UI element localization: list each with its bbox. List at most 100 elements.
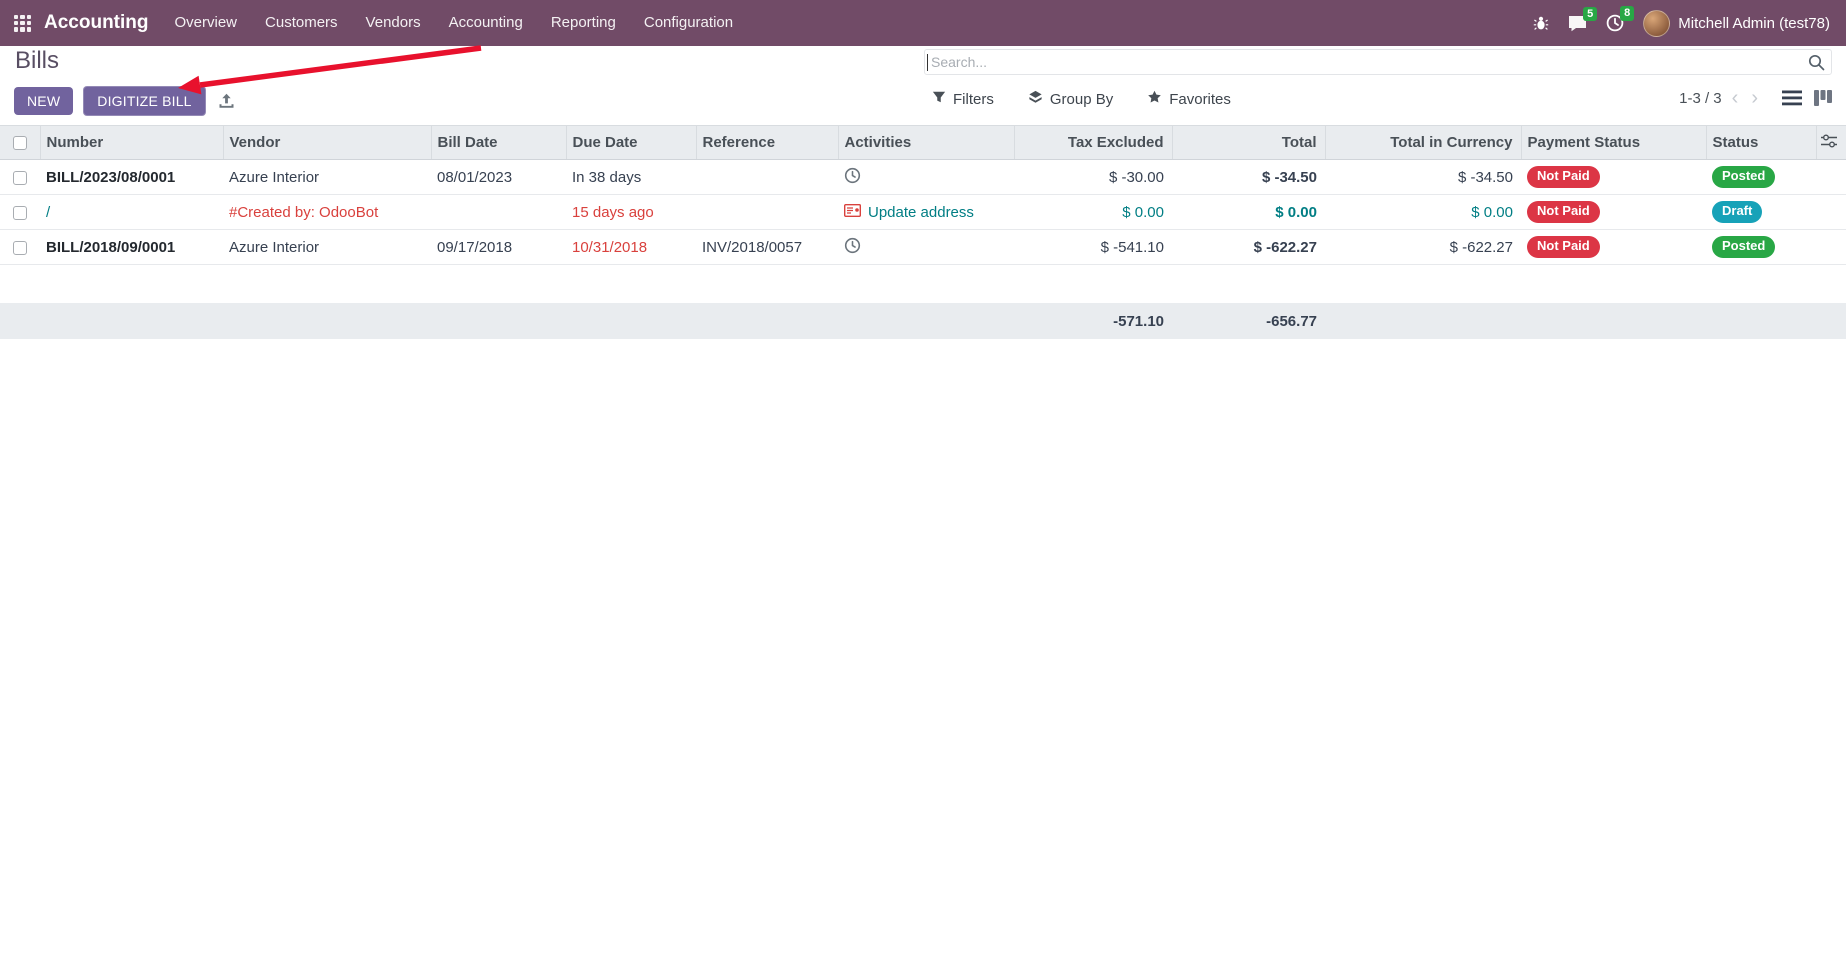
column-header-total[interactable]: Total: [1172, 125, 1326, 160]
cell-due-date: In 38 days: [566, 159, 696, 195]
header-select-all-cell: [0, 125, 41, 160]
cell-bill-date: 09/17/2018: [431, 229, 566, 265]
column-header-bill-date[interactable]: Bill Date: [431, 125, 567, 160]
main-menu: Overview Customers Vendors Accounting Re…: [161, 0, 748, 46]
cell-vendor: Azure Interior: [223, 229, 431, 265]
layers-icon: [1028, 90, 1043, 108]
menu-item-overview[interactable]: Overview: [174, 14, 238, 31]
cell-number: BILL/2018/09/0001: [40, 229, 223, 265]
menu-item-configuration[interactable]: Configuration: [643, 14, 734, 31]
messages-icon[interactable]: 5: [1568, 6, 1598, 32]
cell-activities: Update address: [838, 194, 1014, 230]
address-card-icon[interactable]: [843, 203, 862, 221]
page-title: Bills: [15, 47, 60, 74]
optional-columns-icon[interactable]: [1820, 134, 1837, 152]
kanban-view-button[interactable]: [1814, 90, 1832, 106]
menu-item-vendors[interactable]: Vendors: [365, 14, 421, 31]
menu-item-customers[interactable]: Customers: [265, 14, 338, 31]
upload-icon[interactable]: [216, 91, 237, 111]
cell-reference: [696, 159, 838, 195]
search-box: [924, 49, 1832, 75]
search-input[interactable]: [925, 54, 1831, 70]
cell-tax-excluded: $ -541.10: [1014, 229, 1172, 265]
menu-item-accounting[interactable]: Accounting: [448, 14, 523, 31]
activities-badge: 8: [1620, 6, 1635, 21]
activity-clock-icon[interactable]: [844, 237, 861, 258]
cell-total: $ 0.00: [1172, 194, 1325, 230]
totals-row: -571.10 -656.77: [0, 303, 1846, 339]
cell-vendor: #Created by: OdooBot: [223, 194, 431, 230]
view-switcher: [1782, 90, 1832, 106]
user-avatar: [1643, 9, 1671, 37]
row-checkbox[interactable]: [13, 240, 27, 255]
column-header-total-in-currency[interactable]: Total in Currency: [1325, 125, 1522, 160]
total-tax-excluded: -571.10: [1014, 303, 1172, 339]
cell-bill-date: 08/01/2023: [431, 159, 566, 195]
total-amount: -656.77: [1172, 303, 1325, 339]
pager-next-icon[interactable]: ›: [1751, 87, 1758, 109]
cell-status: Posted: [1706, 159, 1816, 195]
cell-payment-status: Not Paid: [1521, 229, 1706, 265]
column-header-activities[interactable]: Activities: [838, 125, 1015, 160]
cell-payment-status: Not Paid: [1521, 159, 1706, 195]
navbar-left: Accounting Overview Customers Vendors Ac…: [14, 0, 747, 46]
bug-icon[interactable]: [1533, 15, 1549, 31]
favorites-button[interactable]: Favorites: [1147, 90, 1231, 108]
cell-tax-excluded: $ 0.00: [1014, 194, 1172, 230]
cell-total: $ -34.50: [1172, 159, 1325, 195]
row-checkbox-cell: [0, 159, 40, 195]
control-panel: Bills NEW DIGITIZE BILL Filters: [0, 46, 1846, 125]
column-header-reference[interactable]: Reference: [696, 125, 839, 160]
payment-status-badge: Not Paid: [1527, 201, 1600, 223]
cell-reference: INV/2018/0057: [696, 229, 838, 265]
column-header-payment-status[interactable]: Payment Status: [1521, 125, 1707, 160]
cell-reference: [696, 194, 838, 230]
row-checkbox[interactable]: [13, 205, 27, 220]
row-checkbox[interactable]: [13, 170, 27, 185]
row-checkbox-cell: [0, 194, 40, 230]
cell-number: BILL/2023/08/0001: [40, 159, 223, 195]
group-by-button[interactable]: Group By: [1028, 90, 1113, 108]
cell-total-in-currency: $ -622.27: [1325, 229, 1521, 265]
optional-columns-cell: [1816, 125, 1846, 160]
status-badge: Posted: [1712, 236, 1776, 258]
cell-status: Posted: [1706, 229, 1816, 265]
user-name: Mitchell Admin (test78): [1678, 14, 1830, 32]
text-caret: [927, 54, 928, 71]
app-name[interactable]: Accounting: [44, 12, 149, 33]
cell-total-in-currency: $ -34.50: [1325, 159, 1521, 195]
user-menu[interactable]: Mitchell Admin (test78): [1643, 9, 1830, 37]
pager-previous-icon[interactable]: ‹: [1731, 87, 1739, 109]
top-navbar: Accounting Overview Customers Vendors Ac…: [0, 0, 1846, 46]
pager-area: 1-3 / 3 ‹ ›: [1679, 88, 1832, 108]
table-row[interactable]: BILL/2023/08/0001 Azure Interior 08/01/2…: [0, 159, 1846, 195]
filter-funnel-icon: [932, 90, 946, 108]
apps-menu-icon[interactable]: [14, 14, 31, 32]
activity-link[interactable]: Update address: [868, 203, 974, 221]
column-header-due-date[interactable]: Due Date: [566, 125, 697, 160]
cell-activities: [838, 159, 1014, 195]
activities-clock-icon[interactable]: 8: [1606, 6, 1635, 32]
bills-table: Number Vendor Bill Date Due Date Referen…: [0, 125, 1846, 265]
list-view-button[interactable]: [1782, 90, 1802, 106]
select-all-checkbox[interactable]: [13, 136, 27, 151]
new-button[interactable]: NEW: [14, 87, 74, 115]
digitize-bill-button[interactable]: DIGITIZE BILL: [83, 86, 206, 116]
cell-total-in-currency: $ 0.00: [1325, 194, 1521, 230]
filters-button[interactable]: Filters: [932, 90, 994, 108]
status-badge: Posted: [1712, 166, 1776, 188]
messages-badge: 5: [1583, 6, 1598, 22]
search-icon[interactable]: [1808, 54, 1825, 76]
navbar-right: 5 8 Mitchell Admin (test78): [1533, 6, 1830, 37]
menu-item-reporting[interactable]: Reporting: [550, 14, 616, 31]
column-header-tax-excluded[interactable]: Tax Excluded: [1014, 125, 1173, 160]
column-header-vendor[interactable]: Vendor: [223, 125, 432, 160]
table-row[interactable]: / #Created by: OdooBot 15 days ago Updat…: [0, 194, 1846, 230]
table-row[interactable]: BILL/2018/09/0001 Azure Interior 09/17/2…: [0, 229, 1846, 265]
cell-total: $ -622.27: [1172, 229, 1325, 265]
column-header-status[interactable]: Status: [1706, 125, 1817, 160]
cell-due-date: 10/31/2018: [566, 229, 696, 265]
column-header-number[interactable]: Number: [40, 125, 224, 160]
pager-counter[interactable]: 1-3 / 3: [1679, 89, 1722, 107]
activity-clock-icon[interactable]: [844, 167, 861, 188]
